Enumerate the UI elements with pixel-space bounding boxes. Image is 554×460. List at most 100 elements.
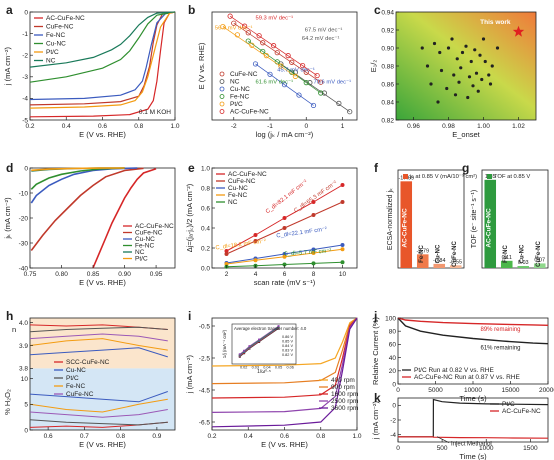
panel-c-xlabel: E_onset [452, 130, 480, 139]
panel-f-category-label: CuFe-NC [452, 241, 458, 267]
panel-c-point [439, 68, 444, 73]
panel-e-point [340, 260, 345, 265]
panel-b-point [245, 38, 251, 44]
panel-i-inset-point [248, 345, 251, 348]
panel-j-ytick-label: 100 [385, 315, 396, 322]
panel-h-legend-label: Fe-NC [66, 383, 85, 390]
panel-a-xtick-label: 0.4 [62, 123, 71, 130]
panel-k-ylabel: j (mA cm⁻²) [371, 400, 380, 440]
panel-i-ytick-label: -4.5 [199, 387, 211, 394]
panel-f-category-label: AC-CuFe-NC [401, 208, 408, 248]
panel-b-point [303, 80, 309, 86]
panel-d-ytick-label: -40 [19, 265, 29, 272]
panel-c-point [429, 82, 433, 86]
panel-e-ytick-label: 0.6 [201, 205, 210, 212]
panel-e-point [311, 261, 316, 266]
panel-f-bar [416, 254, 429, 268]
panel-d-series-line [30, 167, 138, 204]
panel-d-series-line [92, 168, 157, 269]
panel-e-point [253, 258, 258, 263]
panel-e-ytick-label: 0.2 [201, 245, 210, 252]
panel-j-legend-label: AC-CuFe-NC Run at 0.87 V vs. RHE [414, 374, 521, 381]
panel-h-legend-label: Pt/C [66, 375, 79, 382]
panel-c-point [466, 95, 470, 100]
panel-e-legend-label: Fe-NC [228, 192, 247, 199]
panel-g-bar [533, 263, 546, 268]
panel-i-legend-label: 400 rpm [331, 377, 355, 384]
panel-e-point [340, 183, 345, 187]
panel-c-point [436, 100, 440, 104]
panel-h-h2o2-line [29, 391, 168, 403]
panel-h-top-ytick-label: 3.9 [19, 343, 28, 350]
panel-e-ytick-label: 0.0 [201, 265, 210, 272]
panel-d-series-line [30, 167, 144, 251]
panel-i-legend-label: 3600 rpm [331, 405, 358, 412]
panel-a-xtick-label: 0.6 [98, 123, 107, 130]
panel-i-ylabel: j (mA cm⁻²) [185, 354, 194, 394]
panel-j-ytick-label: 40 [389, 355, 397, 362]
panel-c-point [490, 64, 494, 68]
panel-c-point [464, 44, 468, 48]
panel-a-legend-label: Pt/C [46, 49, 59, 56]
panel-letter-e: e [188, 161, 195, 175]
panel-b-frame [211, 11, 358, 121]
panel-g-category-label: CuFe-NC [536, 241, 542, 267]
panel-b-legend-label: Cu-NC [230, 86, 250, 93]
panel-e-point [311, 251, 316, 255]
panel-k-xtick-label: 500 [437, 445, 448, 452]
panel-d-series-line [31, 167, 125, 172]
panel-i-legend-label: 1600 rpm [331, 391, 358, 398]
panel-c-point [478, 53, 482, 57]
panel-i-inset-xtick-label: 0.06 [286, 366, 293, 370]
panel-h-series-line [29, 333, 168, 342]
panel-c-point [474, 71, 479, 75]
panel-j-legend-label: Pt/C Run at 0.82 V vs. RHE [414, 367, 495, 374]
panel-i-inset-point [277, 325, 280, 328]
panel-g-bar [517, 266, 530, 268]
panel-e-cdl-label: C_dl=18.2 mF cm⁻² [215, 238, 266, 251]
panel-i-series-line [211, 317, 358, 367]
panel-c-point [457, 80, 461, 84]
panel-i-legend-label: 2500 rpm [331, 398, 358, 405]
panel-c-point [487, 73, 491, 77]
panel-b-legend-label: Fe-NC [230, 94, 249, 101]
panel-b-fit-line [233, 22, 321, 83]
panel-c-xtick-label: 1.00 [477, 123, 490, 130]
panel-c-point [453, 93, 458, 97]
panel-h-legend-label: Cu-NC [66, 367, 86, 374]
panel-b-legend-label: AC-CuFe-NC [230, 109, 269, 116]
panel-b-xlabel: log (jₖ / mA cm⁻²) [256, 130, 314, 139]
panel-i-inset-legend-label: 0.82 V [282, 353, 293, 357]
panel-e-point [224, 252, 229, 256]
panel-e-point [224, 262, 229, 266]
panel-b-slope-label: 61.6 mV dec⁻¹ [256, 79, 294, 85]
panel-d-legend-label: CuFe-NC [135, 230, 163, 237]
panel-i-inset-xtick-label: 0.05 [275, 366, 282, 370]
panel-k-legend-label: AC-CuFe-NC [502, 408, 541, 415]
panel-b-point [242, 23, 248, 29]
panel-d-legend-label: AC-CuFe-NC [135, 223, 174, 230]
panel-f-frame [397, 169, 465, 269]
panel-letter-g: g [462, 161, 469, 175]
panel-a-series-line [29, 11, 176, 109]
panel-b-point [260, 40, 266, 46]
panel-b-point [347, 109, 353, 115]
panel-b-legend-marker [219, 101, 225, 107]
panel-b-point [296, 92, 302, 98]
panel-a-xtick-label: 0.8 [134, 123, 143, 130]
panel-a-ytick-label: 0 [24, 9, 28, 16]
panel-d-xtick-label: 0.85 [87, 271, 100, 278]
panel-f-data-label: -0.84 [433, 258, 446, 264]
panel-letter-k: k [374, 391, 381, 405]
panel-h-ylabel-top: n [12, 325, 16, 334]
panel-b-point [263, 53, 269, 59]
panel-i-xtick-label: 0.8 [316, 433, 325, 440]
panel-b-point [303, 69, 309, 75]
panel-a-legend-label: AC-CuFe-NC [46, 15, 85, 22]
panel-a-xtick-label: 0.2 [25, 123, 34, 130]
panel-e-xtick-label: 10 [339, 271, 347, 278]
panel-c-ytick-label: 0.84 [381, 99, 394, 106]
panel-c-point [452, 73, 456, 77]
panel-b-slope-label: 70.6 mV dec⁻¹ [314, 79, 352, 85]
